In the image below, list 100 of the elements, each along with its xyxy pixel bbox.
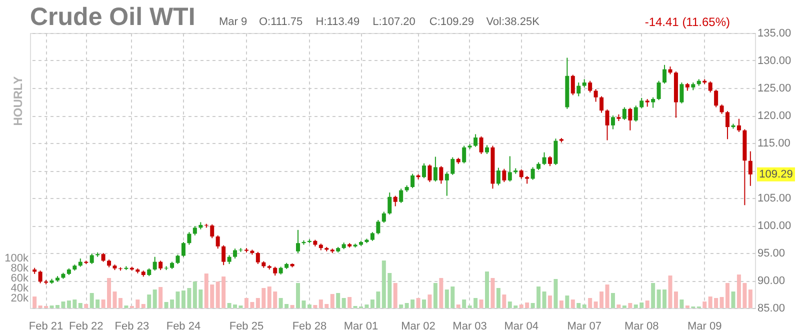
- candlestick: [554, 138, 558, 166]
- bar: [496, 288, 500, 308]
- bar: [433, 283, 438, 308]
- bar: [348, 297, 352, 308]
- bar: [610, 293, 615, 308]
- bar: [674, 292, 678, 308]
- text: L:107.20: [372, 16, 416, 28]
- bar: [422, 300, 426, 308]
- candlestick: [548, 156, 552, 167]
- bar: [542, 292, 546, 308]
- candlestick: [38, 270, 42, 284]
- candlestick: [256, 251, 260, 264]
- candlestick: [496, 167, 500, 186]
- bar: [554, 279, 558, 308]
- x-tick-label: Feb 25: [229, 320, 264, 332]
- x-tick-label: Mar 03: [452, 320, 487, 332]
- x-tick-label: Mar 04: [504, 320, 538, 332]
- candlestick: [726, 110, 730, 140]
- x-tick-label: Mar 08: [624, 320, 659, 332]
- bar: [32, 296, 37, 308]
- candlestick: [622, 106, 626, 120]
- bar: [582, 304, 586, 308]
- candlestick: [502, 168, 506, 183]
- bar: [152, 290, 157, 308]
- bar: [147, 294, 152, 308]
- x-tick-label: Feb 24: [166, 320, 201, 332]
- candlestick: [388, 192, 392, 215]
- candlestick: [376, 220, 380, 235]
- candlestick: [720, 104, 724, 114]
- y2-tick-label: 20k: [10, 292, 29, 304]
- text: Vol:38.25K: [486, 16, 540, 28]
- candlestick: [296, 229, 300, 254]
- chart-title: Crude Oil WTI: [30, 3, 196, 31]
- candlestick: [479, 136, 484, 154]
- bar: [588, 298, 592, 308]
- y-tick-label: 135.00: [758, 28, 792, 40]
- candlestick: [530, 166, 535, 180]
- bar: [393, 283, 398, 308]
- bar: [78, 303, 82, 308]
- candlestick: [714, 89, 718, 108]
- bar: [570, 300, 575, 308]
- candlestick: [570, 74, 575, 96]
- candlestick: [210, 224, 214, 239]
- candlestick: [450, 156, 455, 176]
- bar: [307, 304, 312, 308]
- candlestick: [428, 164, 432, 183]
- x-tick-label: Mar 07: [567, 320, 602, 332]
- bar: [141, 304, 146, 308]
- candlestick: [600, 96, 604, 114]
- x-tick-label: Feb 23: [114, 320, 150, 332]
- candlestick: [656, 80, 661, 101]
- bar: [330, 294, 334, 308]
- annotation: 109.29: [759, 168, 793, 180]
- candlestick: [680, 82, 684, 104]
- candlestick: [393, 195, 398, 207]
- text: C:109.29: [429, 16, 474, 28]
- x-tick-label: Mar 09: [687, 320, 722, 332]
- candlestick: [576, 82, 581, 97]
- candlestick: [542, 152, 546, 166]
- candlestick: [508, 156, 512, 182]
- bar: [342, 298, 346, 308]
- bar: [313, 305, 318, 308]
- text: H:113.49: [316, 16, 360, 28]
- bar: [158, 287, 163, 308]
- y-tick-label: 105.00: [758, 192, 792, 204]
- candlestick: [640, 97, 644, 109]
- candlestick: [181, 242, 186, 258]
- x-tick-label: Feb 22: [68, 320, 104, 332]
- y2-tick-label: 80k: [10, 262, 29, 274]
- candlestick: [594, 88, 598, 102]
- y-tick-label: 115.00: [758, 138, 790, 150]
- candlestick: [90, 253, 94, 264]
- bar: [479, 300, 484, 308]
- bar: [439, 278, 444, 308]
- text: Mar 9: [219, 16, 248, 28]
- text: O:111.75: [259, 16, 303, 28]
- candlestick: [444, 172, 449, 196]
- candlestick: [474, 134, 478, 148]
- candlestick: [422, 162, 426, 179]
- candlestick: [187, 232, 192, 246]
- bar: [290, 305, 294, 308]
- bar: [680, 300, 684, 308]
- candlestick: [736, 118, 741, 132]
- y-tick-label: 90.00: [758, 275, 786, 287]
- candlestick: [748, 150, 752, 186]
- x-tick-label: Mar 01: [344, 320, 378, 332]
- y-tick-label: 130.00: [758, 55, 792, 67]
- x-tick-label: Feb 21: [28, 320, 64, 332]
- candlestick: [152, 256, 157, 272]
- x-tick-label: Mar 02: [401, 320, 436, 332]
- y2-axis-title: HOURLY: [11, 76, 25, 126]
- text: -14.41 (11.65%): [644, 15, 730, 29]
- candlestick: [233, 248, 238, 259]
- candlestick: [158, 260, 163, 271]
- candlestick: [192, 226, 197, 236]
- candlestick: [399, 188, 404, 204]
- bar: [428, 294, 432, 308]
- bar: [731, 292, 736, 308]
- candlestick: [176, 254, 180, 264]
- bar: [462, 300, 466, 308]
